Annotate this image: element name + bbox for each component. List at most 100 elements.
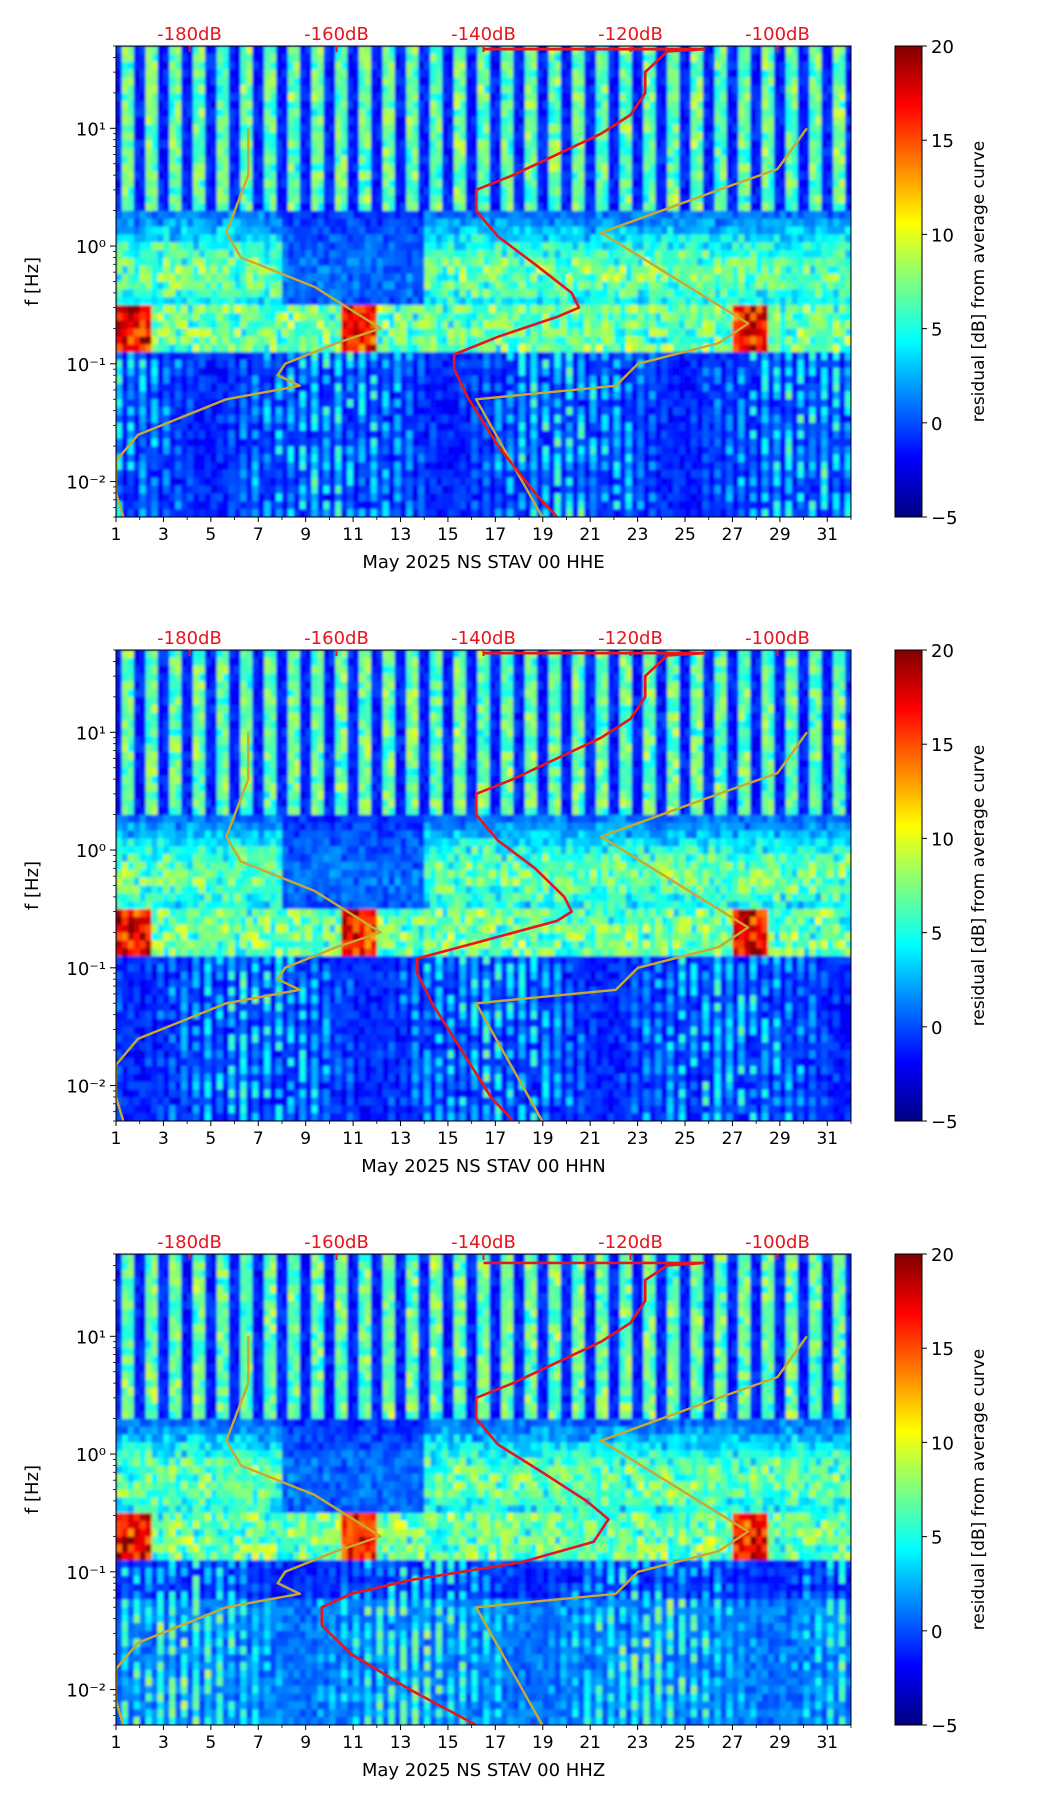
heatmap-cell: [246, 171, 253, 181]
heatmap-cell: [252, 414, 259, 424]
heatmap-cell: [483, 203, 491, 212]
heatmap-cell: [590, 179, 597, 188]
heatmap-cell: [418, 399, 425, 408]
heatmap-cell: [436, 391, 443, 400]
heatmap-cell: [542, 250, 550, 259]
heatmap-cell: [234, 430, 242, 440]
heatmap-cell: [210, 360, 218, 369]
heatmap-cell: [246, 155, 253, 165]
heatmap-cell: [602, 163, 609, 173]
heatmap-cell: [341, 281, 348, 290]
heatmap-cell: [210, 218, 218, 228]
heatmap-cell: [418, 250, 425, 259]
heatmap-cell: [572, 469, 579, 479]
heatmap-cell: [299, 367, 307, 377]
heatmap-cell: [364, 281, 372, 290]
heatmap-cell: [442, 509, 449, 517]
heatmap-cell: [572, 375, 579, 385]
heatmap-cell: [252, 108, 259, 118]
heatmap-cell: [276, 77, 283, 86]
heatmap-cell: [572, 462, 579, 471]
heatmap-cell: [228, 69, 236, 78]
heatmap-cell: [370, 218, 378, 228]
heatmap-cell: [447, 289, 455, 298]
heatmap-cell: [536, 281, 544, 290]
heatmap-cell: [418, 187, 425, 196]
heatmap-cell: [412, 171, 419, 181]
heatmap-cell: [181, 320, 188, 330]
heatmap-cell: [507, 407, 514, 416]
heatmap-cell: [234, 179, 242, 188]
heatmap-cell: [447, 93, 455, 102]
heatmap-cell: [198, 328, 206, 338]
heatmap-cell: [293, 328, 301, 338]
heatmap-cell: [566, 242, 574, 251]
heatmap-cell: [216, 414, 224, 424]
heatmap-cell: [222, 375, 230, 385]
heatmap-cell: [276, 430, 283, 440]
heatmap-cell: [228, 108, 236, 118]
heatmap-cell: [187, 360, 194, 369]
heatmap-cell: [370, 46, 378, 55]
heatmap-cell: [465, 454, 473, 463]
heatmap-cell: [234, 234, 242, 243]
heatmap-cell: [465, 61, 473, 71]
heatmap-cell: [222, 195, 230, 204]
heatmap-cell: [513, 501, 520, 510]
heatmap-cell: [311, 509, 319, 517]
heatmap-cell: [364, 210, 372, 220]
heatmap-cell: [323, 454, 330, 463]
heatmap-cell: [246, 383, 253, 392]
heatmap-cell: [507, 289, 514, 298]
heatmap-cell: [489, 454, 496, 463]
heatmap-cell: [364, 108, 372, 118]
heatmap-cell: [524, 85, 532, 94]
heatmap-cell: [442, 367, 449, 377]
heatmap-cell: [584, 155, 591, 165]
heatmap-cell: [264, 53, 271, 63]
heatmap-cell: [471, 77, 479, 86]
heatmap-cell: [240, 257, 248, 267]
heatmap-cell: [116, 289, 123, 298]
heatmap-cell: [536, 360, 544, 369]
heatmap-cell: [412, 163, 419, 173]
heatmap-cell: [382, 53, 390, 63]
heatmap-cell: [442, 210, 449, 220]
heatmap-cell: [222, 399, 230, 408]
heatmap-cell: [347, 391, 354, 400]
heatmap-cell: [584, 250, 591, 259]
heatmap-cell: [139, 430, 147, 440]
heatmap-cell: [424, 312, 431, 322]
heatmap-cell: [483, 187, 491, 196]
heatmap-cell: [513, 77, 520, 86]
heatmap-cell: [258, 273, 265, 283]
heatmap-cell: [471, 391, 479, 400]
heatmap-cell: [584, 210, 591, 220]
heatmap-cell: [335, 328, 342, 338]
heatmap-cell: [459, 305, 467, 314]
heatmap-cell: [566, 407, 574, 416]
heatmap-cell: [442, 501, 449, 510]
heatmap-cell: [412, 140, 419, 149]
heatmap-cell: [198, 257, 206, 267]
heatmap-cell: [193, 85, 200, 94]
heatmap-cell: [198, 77, 206, 86]
heatmap-cell: [175, 407, 182, 416]
heatmap-cell: [424, 414, 431, 424]
heatmap-cell: [193, 210, 200, 220]
heatmap-cell: [287, 77, 295, 86]
heatmap-cell: [305, 69, 313, 78]
heatmap-cell: [210, 344, 218, 353]
heatmap-cell: [216, 257, 224, 267]
heatmap-cell: [524, 312, 532, 322]
heatmap-cell: [459, 328, 467, 338]
heatmap-cell: [151, 493, 159, 502]
heatmap-cell: [519, 297, 526, 306]
heatmap-cell: [341, 140, 348, 149]
heatmap-cell: [264, 69, 271, 78]
heatmap-cell: [347, 407, 354, 416]
heatmap-cell: [548, 218, 556, 228]
heatmap-cell: [121, 108, 129, 118]
heatmap-cell: [477, 446, 485, 455]
heatmap-cell: [394, 289, 402, 298]
